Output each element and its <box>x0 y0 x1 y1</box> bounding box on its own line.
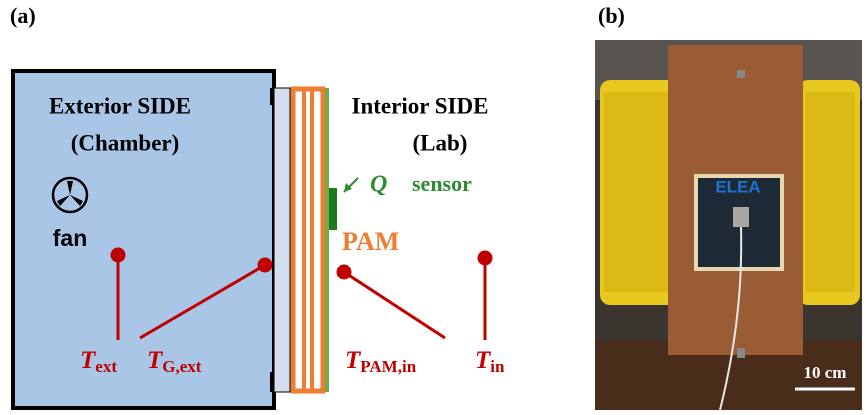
heat-flux-label: Q <box>370 172 387 198</box>
pam-inner <box>304 89 312 391</box>
temperature-subscript: in <box>490 357 505 376</box>
exterior-subtitle: (Chamber) <box>71 130 180 155</box>
temperature-label: TPAM,in <box>345 347 417 376</box>
photo <box>595 40 862 410</box>
panel-label: (a) <box>10 3 36 28</box>
fan-label: fan <box>53 225 88 251</box>
pam-label: PAM <box>342 227 399 256</box>
sensor-label: sensor <box>412 171 472 196</box>
sample-label: ELEA <box>715 177 760 196</box>
interior-subtitle: (Lab) <box>413 130 468 155</box>
scale-bar-label: 10 cm <box>804 363 847 382</box>
temperature-label: Tin <box>475 347 505 376</box>
exterior-title: Exterior SIDE <box>49 93 191 118</box>
temperature-subscript: G,ext <box>162 357 202 376</box>
temperature-subscript: ext <box>95 357 117 376</box>
interior-title: Interior SIDE <box>352 93 489 118</box>
temperature-subscript: PAM,in <box>360 357 416 376</box>
sensor-block <box>329 188 337 230</box>
pam-frame <box>293 89 323 391</box>
frame <box>274 88 290 392</box>
panel-label: (b) <box>598 3 625 28</box>
green-layer <box>325 88 329 392</box>
figure: (a) Exterior SIDE (Chamber) fan Interior… <box>0 0 866 415</box>
